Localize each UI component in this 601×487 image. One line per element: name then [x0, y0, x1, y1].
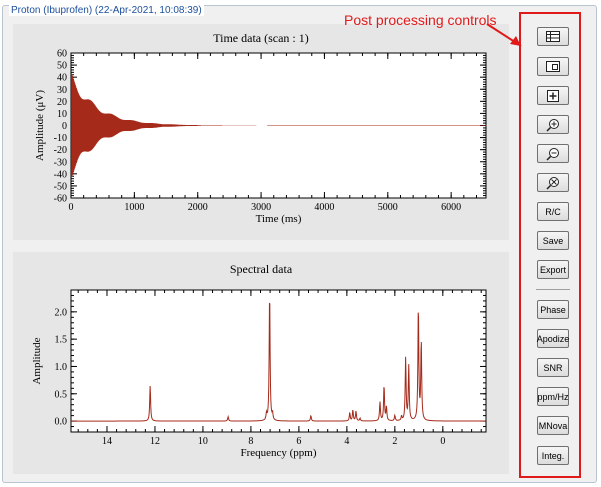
fit-all-icon [547, 89, 559, 102]
group-title: Proton (Ibuprofen) (22-Apr-2021, 10:08:3… [9, 5, 204, 16]
spec-y-tick-label: 2.0 [55, 307, 68, 318]
zoom-window-button[interactable] [537, 57, 569, 76]
apodize-button[interactable]: Apodize [537, 329, 569, 348]
fid-y-tick-label: -30 [54, 157, 67, 168]
export-button[interactable]: Export [537, 260, 569, 279]
phase-button[interactable]: Phase [537, 300, 569, 319]
zoom-reset-button[interactable] [537, 173, 569, 192]
fid-x-tick-label: 5000 [378, 202, 398, 213]
zoom-reset-icon [546, 176, 559, 190]
ppm-hz-button[interactable]: ppm/Hz [537, 387, 569, 406]
fid-y-tick-label: 10 [57, 109, 67, 120]
post-processing-controls-box [519, 12, 581, 478]
spec-x-tick-label: 4 [344, 436, 349, 447]
zoom-out-icon [546, 147, 559, 161]
spec-x-tick-label: 8 [248, 436, 253, 447]
spec-x-tick-label: 12 [150, 436, 160, 447]
fid-x-tick-label: 0 [69, 202, 74, 213]
spec-x-tick-label: 10 [198, 436, 208, 447]
fid-x-tick-label: 6000 [441, 202, 461, 213]
table-icon [546, 31, 560, 42]
spec-y-tick-label: 0.5 [55, 389, 68, 400]
zoom-in-icon [546, 118, 559, 132]
fid-y-tick-label: 50 [57, 61, 67, 72]
fid-y-tick-label: 60 [57, 49, 67, 60]
integ-button[interactable]: Integ. [537, 446, 569, 465]
spec-x-axis-label: Frequency (ppm) [240, 447, 316, 459]
zoom-in-button[interactable] [537, 115, 569, 134]
mnova-button[interactable]: MNova [537, 416, 569, 435]
save-button[interactable]: Save [537, 231, 569, 250]
fid-x-tick-label: 2000 [188, 202, 208, 213]
fid-trace [71, 73, 487, 178]
spec-y-tick-label: 1.5 [55, 335, 68, 346]
fid-y-tick-label: 30 [57, 85, 67, 96]
zoom-window-icon [546, 61, 560, 72]
rc-button[interactable]: R/C [537, 202, 569, 221]
fid-y-tick-label: -20 [54, 145, 67, 156]
spectrum-trace [71, 302, 486, 422]
fid-y-tick-label: -40 [54, 169, 67, 180]
fid-y-axis-label: Amplitude (μV) [34, 90, 46, 161]
time-plot-title: Time data (scan : 1) [213, 31, 309, 45]
spec-y-tick-label: 1.0 [55, 362, 68, 373]
fid-x-tick-label: 4000 [314, 202, 334, 213]
spec-x-tick-label: 6 [296, 436, 301, 447]
spec-x-tick-label: 2 [392, 436, 397, 447]
spec-x-tick-label: 14 [102, 436, 112, 447]
toolbar-separator [536, 289, 570, 290]
zoom-out-button[interactable] [537, 144, 569, 163]
fid-y-tick-label: 0 [62, 121, 67, 132]
snr-button[interactable]: SNR [537, 358, 569, 377]
spec-y-axis-label: Amplitude [31, 337, 43, 384]
spec-x-tick-label: 0 [440, 436, 445, 447]
fid-y-tick-label: -50 [54, 181, 67, 192]
fid-y-tick-label: 20 [57, 97, 67, 108]
table-view-button[interactable] [537, 27, 569, 46]
fid-x-tick-label: 1000 [124, 202, 144, 213]
annotation-label: Post processing controls [344, 12, 497, 28]
fid-x-tick-label: 3000 [251, 202, 271, 213]
fid-y-tick-label: -60 [54, 194, 67, 205]
fid-y-tick-label: 40 [57, 73, 67, 84]
fit-all-button[interactable] [537, 86, 569, 105]
spec-y-tick-label: 0.0 [55, 417, 68, 428]
fid-x-axis-label: Time (ms) [256, 213, 302, 225]
fid-y-tick-label: -10 [54, 133, 67, 144]
spectral-plot-title: Spectral data [229, 262, 293, 276]
